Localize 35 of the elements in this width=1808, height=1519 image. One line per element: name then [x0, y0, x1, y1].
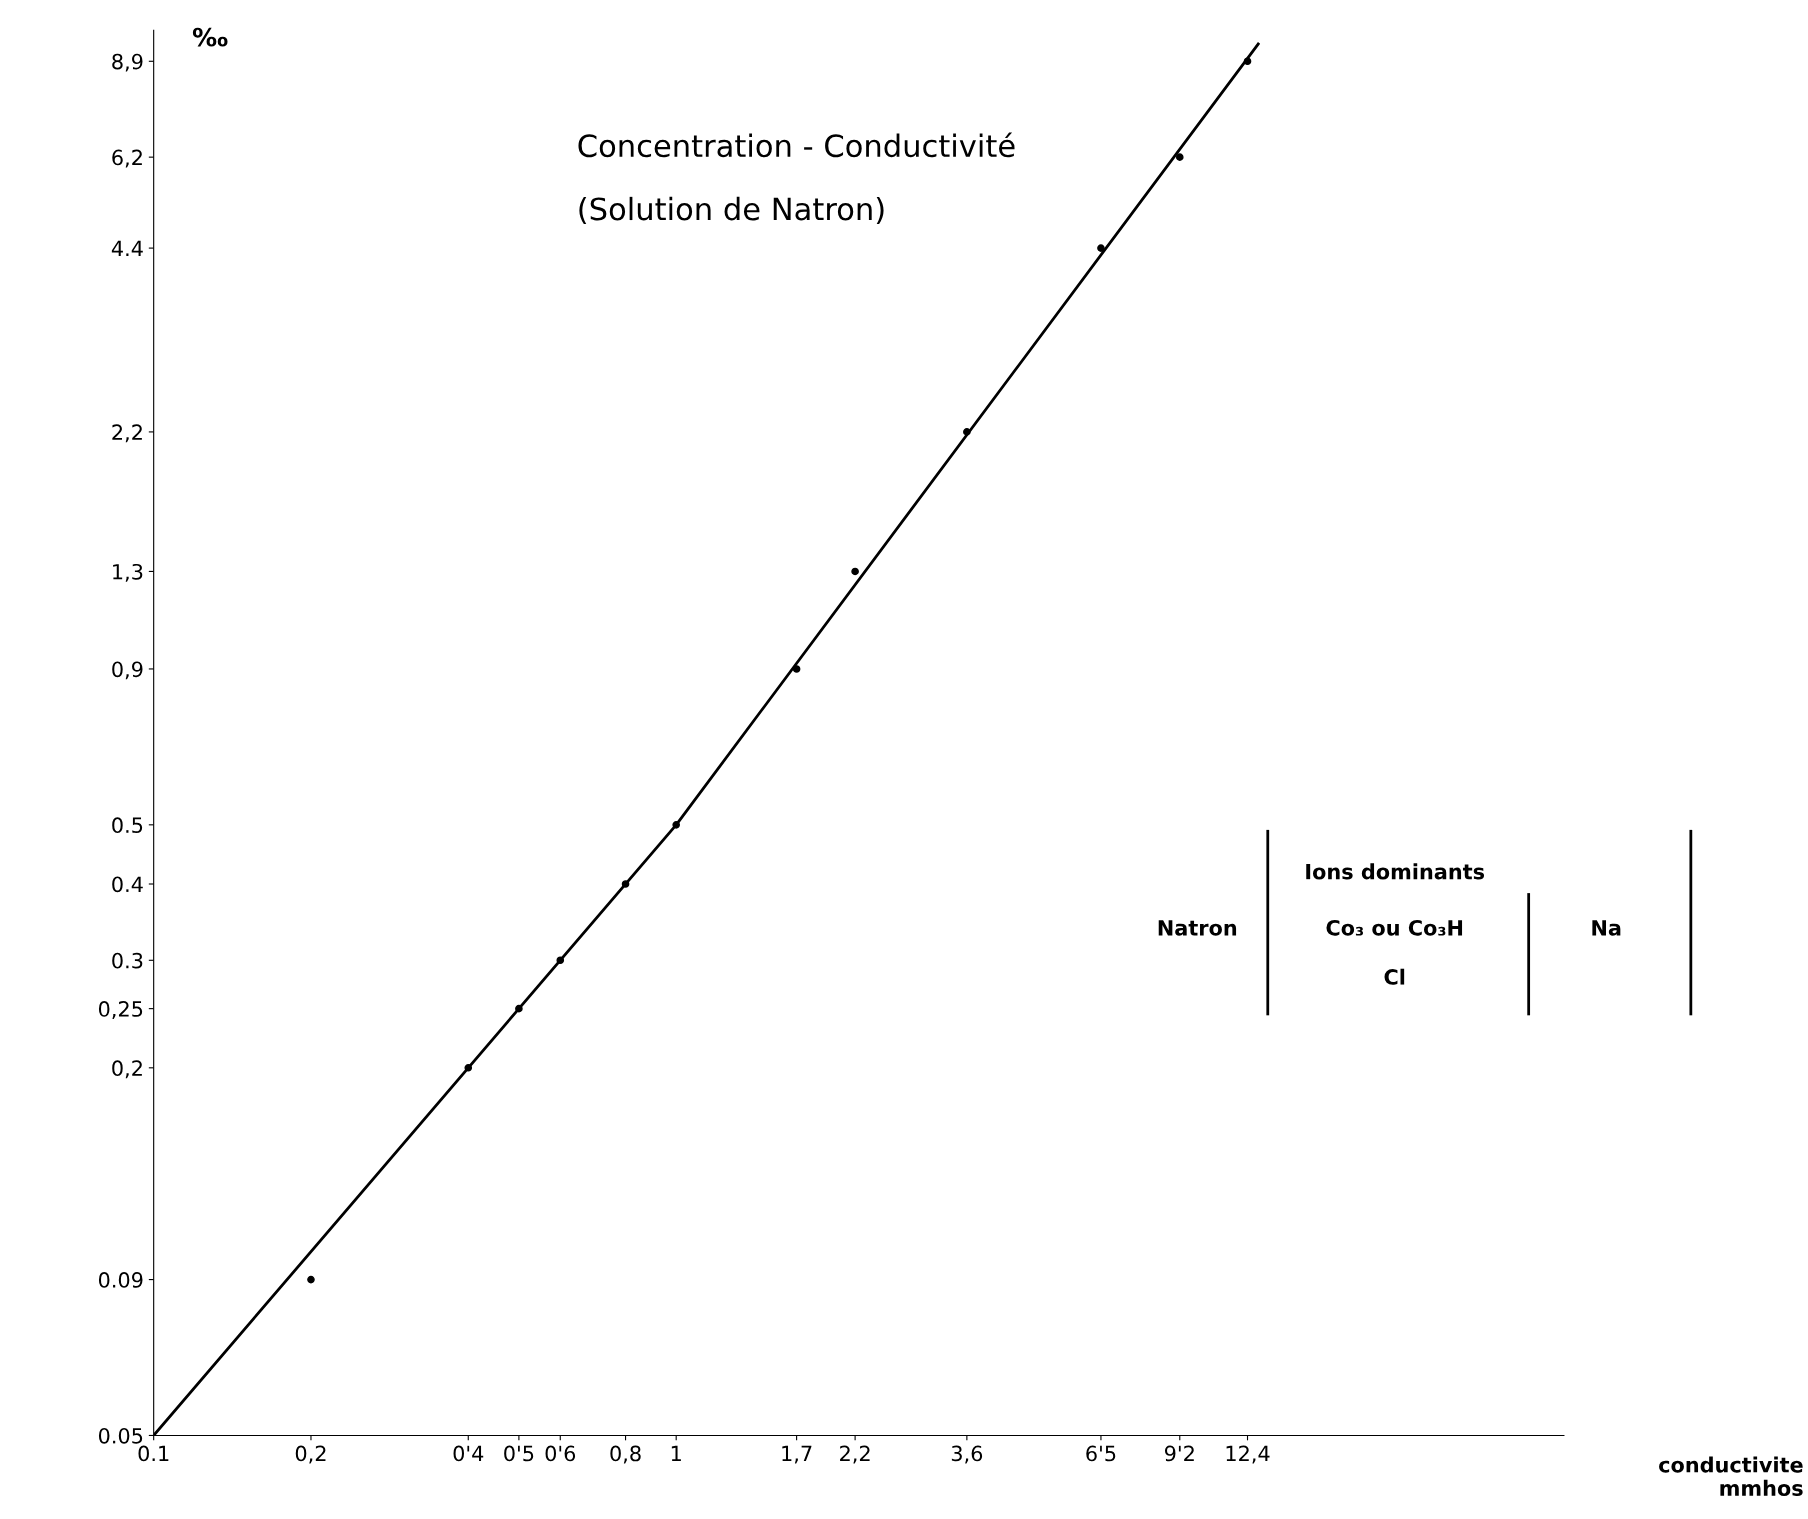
x-tick-label: 1,7 — [782, 1445, 812, 1464]
annotation: Ions dominants — [1306, 863, 1485, 880]
x-tick-label: 2,2 — [840, 1445, 870, 1464]
x-tick-label: 0,2 — [295, 1445, 326, 1464]
x-tick-label: 0.1 — [138, 1445, 169, 1462]
y-tick-label: 0,25 — [98, 1001, 143, 1019]
x-tick-label: 0'5 — [504, 1445, 534, 1462]
x-tick-label: 0'6 — [545, 1445, 576, 1462]
y-tick-label: 4.4 — [111, 240, 143, 257]
text: (Solution de Natron) — [579, 196, 884, 225]
y-tick-label: 0,2 — [112, 1060, 142, 1079]
text: Na — [1592, 920, 1621, 936]
x-tick-label: 6'5 — [1086, 1445, 1116, 1462]
y-tick-label: 6,2 — [112, 149, 142, 168]
x-axis-title: conductivite mmhos — [1659, 1456, 1803, 1496]
x-tick-label: 1 — [671, 1445, 681, 1462]
x-tick-label: 9'2 — [1164, 1445, 1194, 1462]
y-tick-label: 0.5 — [112, 817, 143, 834]
y-tick-label: 0.3 — [112, 952, 143, 969]
y-tick-label: 2,2 — [112, 424, 142, 443]
annotation: Co₃ ou Co₃H — [1326, 919, 1463, 936]
y-tick-label: 8,9 — [112, 53, 143, 72]
y-axis-title: ‰ — [192, 27, 228, 47]
y-tick-label: 0.05 — [98, 1427, 143, 1444]
x-tick-label: 0,8 — [610, 1445, 641, 1464]
y-tick-label: 1,3 — [113, 563, 143, 582]
x-tick-label: 3,6 — [951, 1445, 983, 1464]
text: Concentration - Conductivité — [578, 132, 1015, 158]
x-tick-label: 12,4 — [1226, 1445, 1270, 1464]
y-tick-label: 0.4 — [112, 876, 143, 893]
annotation: Natron — [1158, 920, 1237, 936]
y-tick-label: 0.09 — [98, 1272, 143, 1288]
annotation: Cl — [1384, 968, 1405, 985]
x-tick-label: 0'4 — [453, 1445, 484, 1462]
y-tick-label: 0,9 — [112, 661, 143, 680]
